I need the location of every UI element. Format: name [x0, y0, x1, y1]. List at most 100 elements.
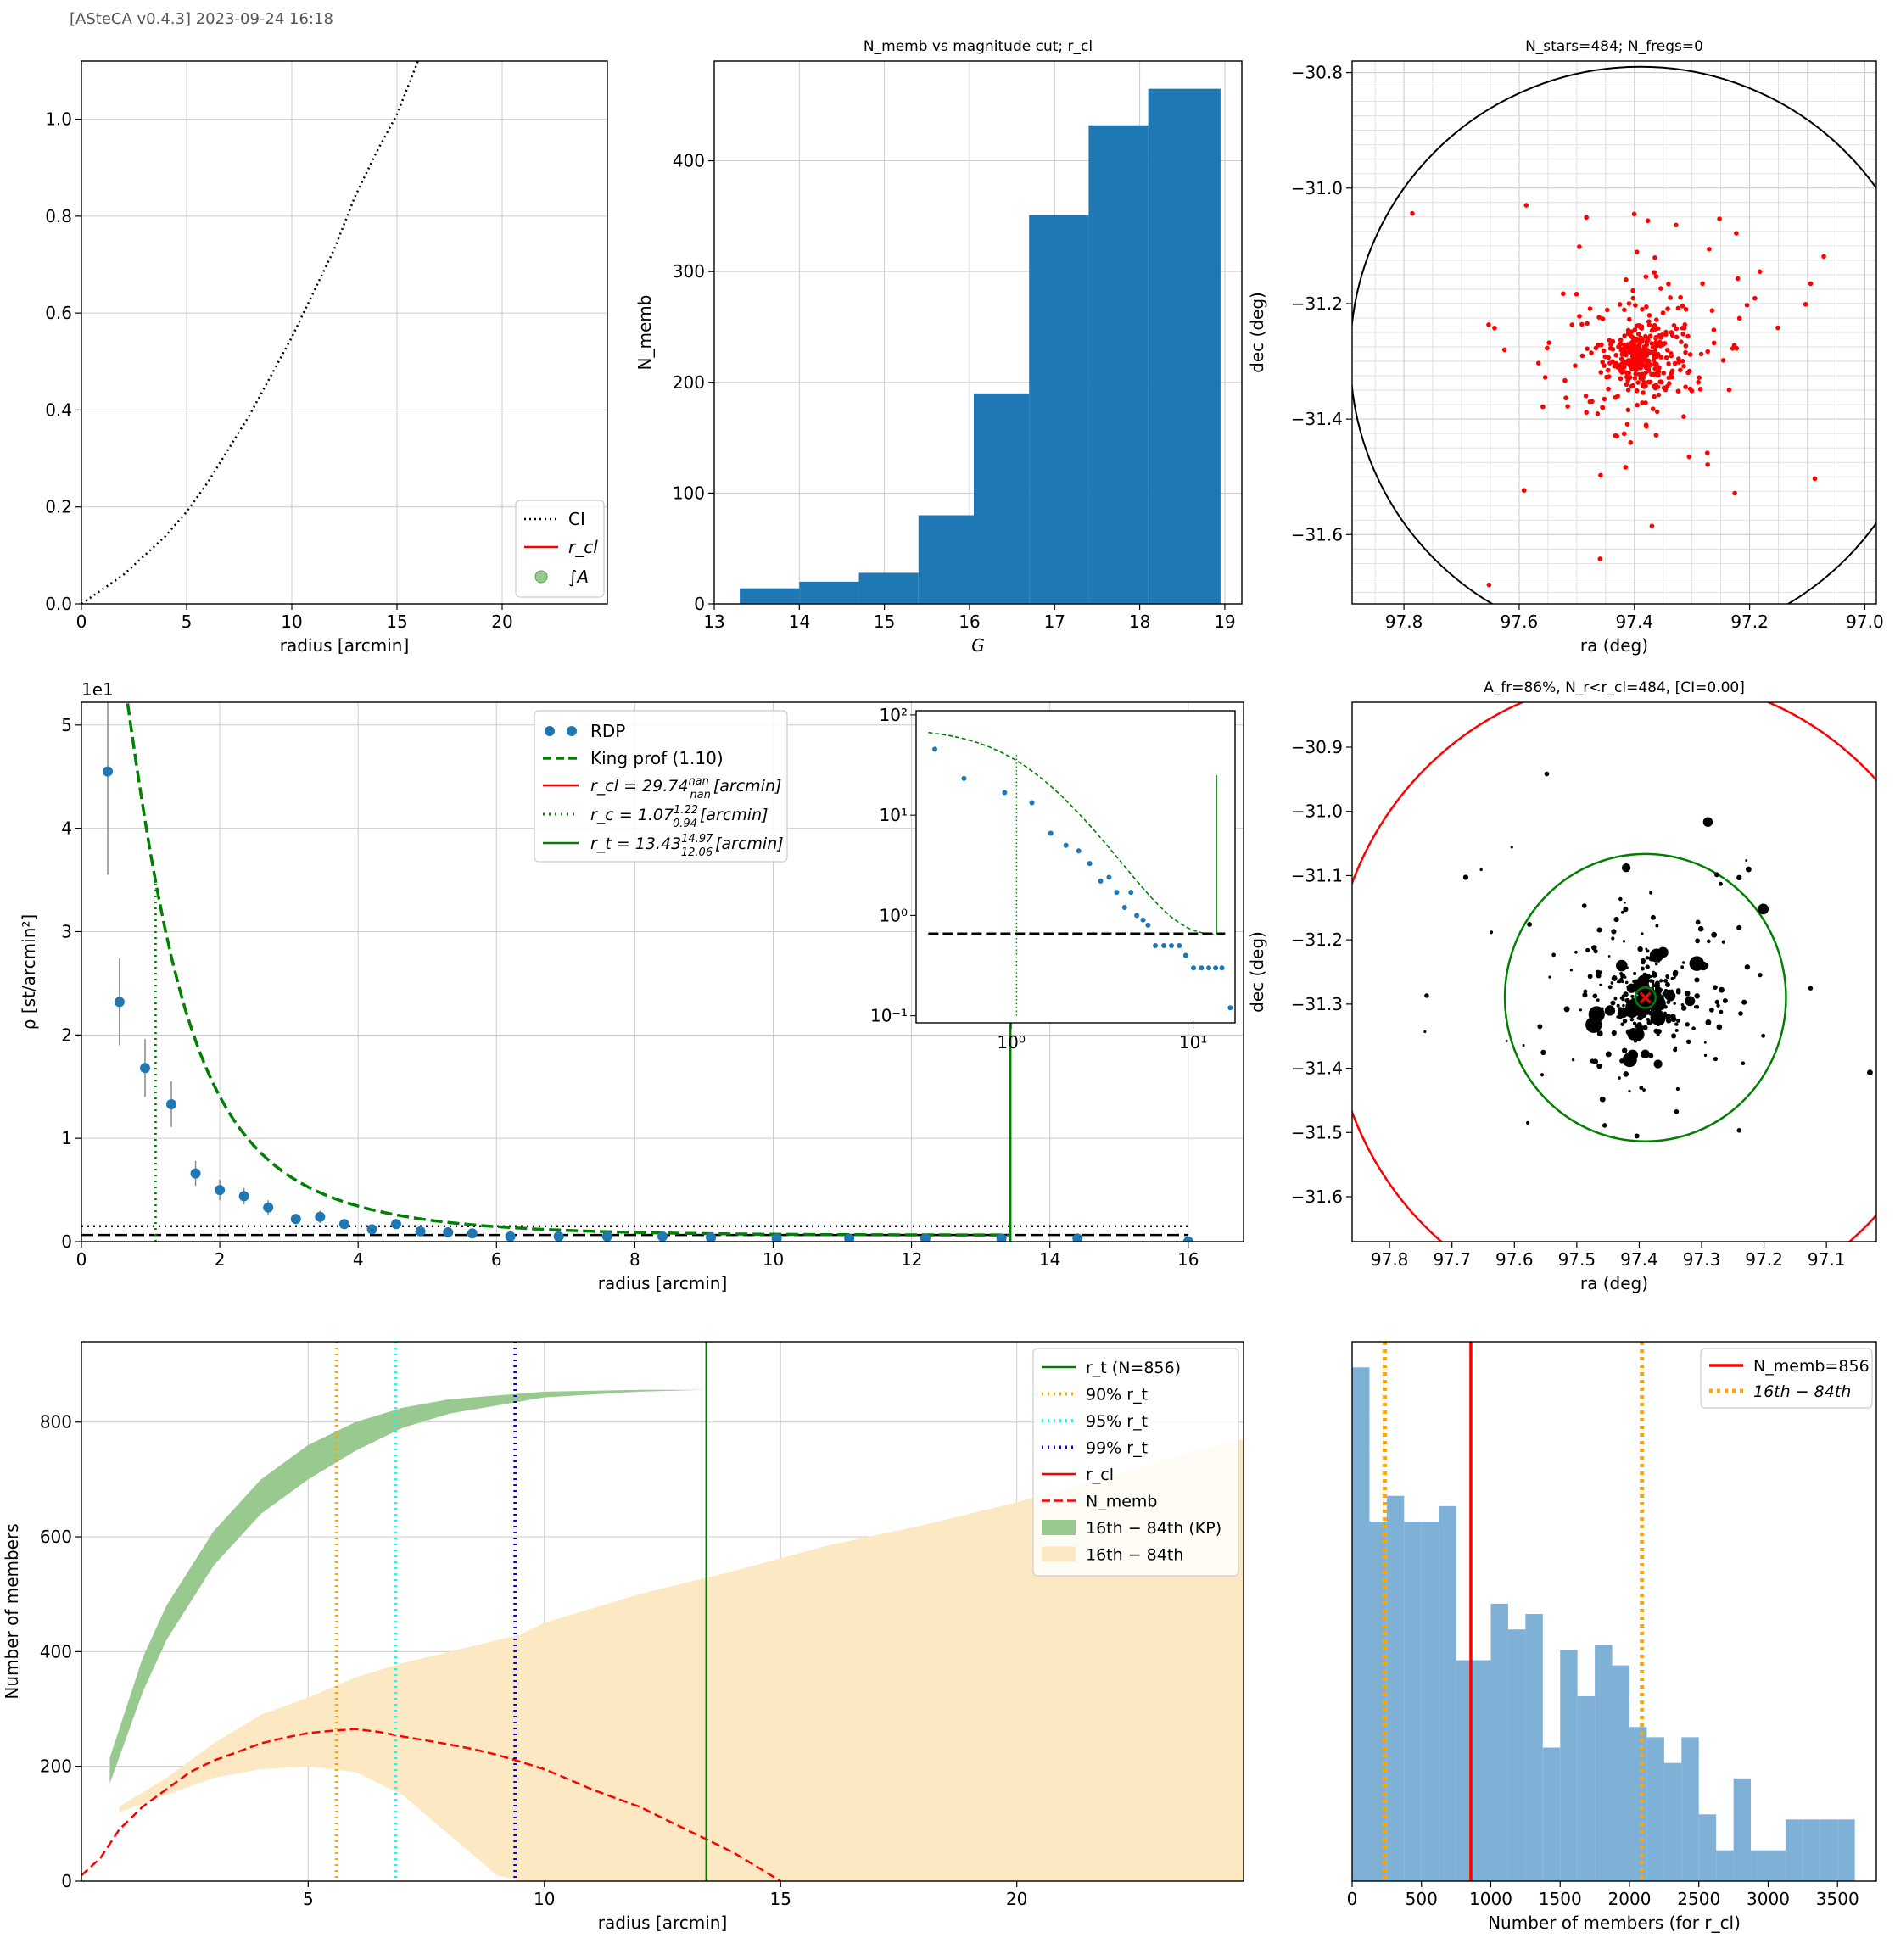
legend-rcl-label: r_cl [568, 537, 598, 557]
field-star-point [1545, 345, 1550, 351]
members-hist-bar [1560, 1650, 1578, 1881]
field-star-point [1629, 383, 1635, 389]
nmemb-radius-area [81, 1342, 1244, 1881]
star-point [1621, 1023, 1624, 1026]
members-hist-bar [1507, 1629, 1526, 1881]
field-star-point [1635, 331, 1641, 337]
star-point [1674, 1028, 1679, 1032]
legend-rdp-marker-b [567, 726, 577, 736]
star-point [1637, 946, 1643, 952]
star-point [1673, 1002, 1676, 1005]
y-tick-label: 2 [61, 1025, 72, 1045]
field-star-point [1630, 295, 1636, 301]
field-star-point [1647, 333, 1653, 338]
field-star-point [1602, 396, 1607, 402]
legend-radius-unit: [arcmin] [715, 835, 784, 853]
field-star-point [1587, 306, 1593, 311]
field-star-point [1803, 301, 1808, 307]
inset-rdp-point [1029, 800, 1035, 806]
members-hist-bar [1456, 1660, 1474, 1881]
members-hist-bar [1663, 1762, 1682, 1881]
field-star-point [1624, 276, 1629, 282]
star-point [1645, 964, 1650, 969]
inset-rdp-point [1128, 890, 1134, 896]
members-hist-bar [1542, 1747, 1561, 1881]
field-star-point [1683, 349, 1688, 355]
field-star-point [1635, 380, 1641, 385]
star-point [1669, 997, 1674, 1002]
nmemb-radius-y-label: Number of members [2, 1523, 22, 1699]
star-point [1625, 966, 1629, 969]
rdp-point [215, 1185, 226, 1196]
star-point [1640, 1015, 1643, 1019]
star-point [1663, 978, 1669, 983]
x-tick-label: 0 [1347, 1889, 1358, 1909]
field-star-point [1646, 313, 1652, 318]
legend-label: N_memb [1086, 1493, 1157, 1511]
field-star-point [1625, 387, 1631, 393]
field-star-point [1645, 338, 1651, 343]
field-star-point [1640, 400, 1645, 405]
field-star-point [1666, 381, 1672, 386]
star-point [1695, 938, 1701, 944]
field-star-point [1626, 316, 1632, 322]
field-star-point [1734, 231, 1739, 236]
star-point [1651, 979, 1655, 983]
x-tick-label: 10 [534, 1889, 555, 1909]
field-star-point [1574, 291, 1579, 297]
star-point [1673, 1047, 1678, 1053]
axes-frame [1351, 1341, 1877, 1882]
field-star-point [1607, 338, 1613, 343]
field-star-point [1607, 346, 1613, 351]
star-point [1714, 872, 1719, 878]
field-star-point [1705, 349, 1710, 355]
field-star-point [1649, 523, 1655, 528]
members-hist-bar [1421, 1522, 1439, 1881]
star-point [1607, 955, 1611, 958]
legend-radius-label: r_t = 13.4314.97 12.06 [arcmin] [590, 833, 784, 859]
field-star-point [1661, 371, 1667, 376]
y-tick-label: −31.2 [1291, 930, 1343, 950]
field-star-point [1652, 270, 1657, 275]
field-star-point [1634, 249, 1640, 254]
field-map-title: N_stars=484; N_fregs=0 [1525, 38, 1703, 55]
star-point [1596, 998, 1600, 1002]
star-point [1596, 1030, 1603, 1037]
field-star-point [1657, 379, 1663, 384]
field-star-point [1600, 405, 1606, 410]
star-point [1620, 973, 1626, 979]
star-point [1642, 1088, 1646, 1092]
star-point [1627, 1049, 1639, 1061]
field-star-point [1600, 360, 1605, 365]
field-star-point [1563, 395, 1568, 401]
legend-radius-value: r_t = 13.43 [590, 835, 681, 853]
field-star-point [1629, 348, 1635, 353]
star-point [1680, 965, 1685, 969]
members-hist-bar [1698, 1814, 1717, 1881]
inset-rdp-point [1213, 965, 1219, 971]
field-star-point [1638, 335, 1643, 341]
star-point [1611, 929, 1617, 935]
field-star-point [1635, 354, 1640, 360]
field-star-point [1653, 340, 1659, 345]
star-point [1563, 1006, 1570, 1013]
y-tick-label: 0.4 [45, 399, 72, 420]
cluster-map-title: A_fr=86%, N_r<r_cl=484, [CI=0.00] [1484, 679, 1745, 696]
field-star-point [1633, 371, 1639, 377]
axes-frame [713, 60, 1243, 605]
field-star-point [1607, 360, 1613, 366]
field-star-point [1624, 352, 1629, 358]
rdp-point [706, 1232, 717, 1242]
field-star-point [1664, 347, 1670, 353]
star-point [1610, 981, 1614, 985]
axes-frame [1351, 701, 1877, 1242]
field-star-point [1697, 375, 1702, 381]
rdp-point [366, 1224, 377, 1235]
star-point [1674, 1108, 1680, 1114]
x-tick-label: 13 [703, 611, 724, 632]
y-tick-label: −31.1 [1291, 865, 1343, 885]
rdp-point [771, 1233, 782, 1242]
field-star-point [1641, 343, 1647, 349]
field-star-point [1606, 374, 1612, 379]
hist-bar [973, 393, 1030, 604]
